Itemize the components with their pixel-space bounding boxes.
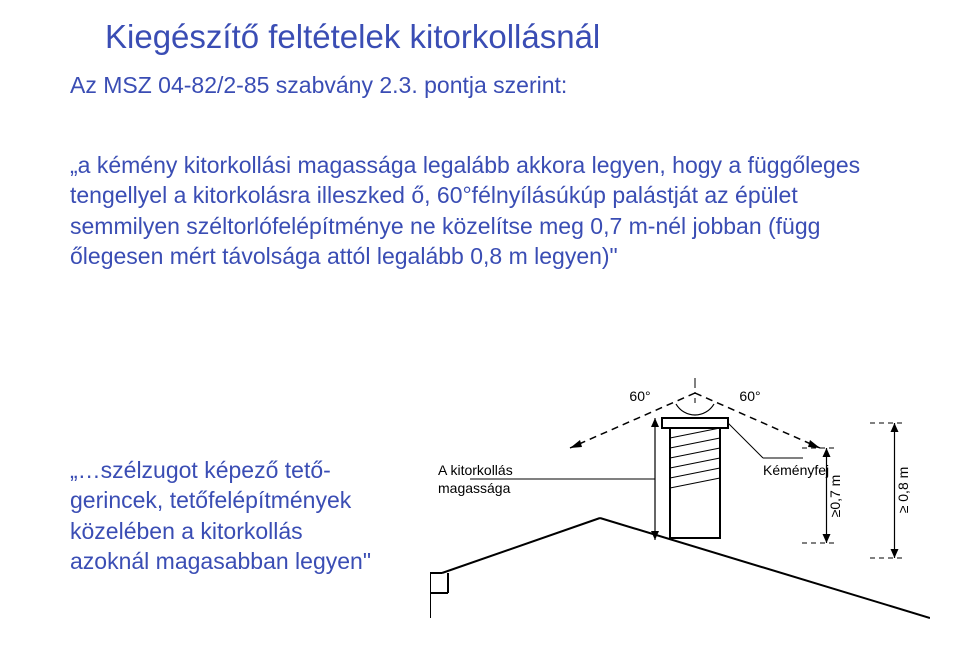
svg-text:60°: 60° — [629, 388, 650, 404]
main-quote: „a kémény kitorkollási magassága legaláb… — [70, 150, 870, 271]
svg-text:60°: 60° — [739, 388, 760, 404]
svg-text:Kéményfej: Kéményfej — [763, 462, 829, 478]
svg-text:A kitorkollás: A kitorkollás — [438, 462, 513, 478]
secondary-quote: „…szélzugot képező tető- gerincek, tetőf… — [70, 455, 380, 576]
chimney-diagram: 60° 60° ≥0,7 m ≥ 0,8 m A kitorkollás magas… — [430, 378, 930, 628]
svg-text:≥ 0,8 m: ≥ 0,8 m — [895, 467, 911, 514]
page-title: Kiegészítő feltételek kitorkollásnál — [105, 18, 600, 56]
svg-text:≥0,7 m: ≥0,7 m — [827, 475, 843, 518]
page-subtitle: Az MSZ 04-82/2-85 szabvány 2.3. pontja s… — [70, 72, 567, 99]
svg-text:magassága: magassága — [438, 480, 511, 496]
